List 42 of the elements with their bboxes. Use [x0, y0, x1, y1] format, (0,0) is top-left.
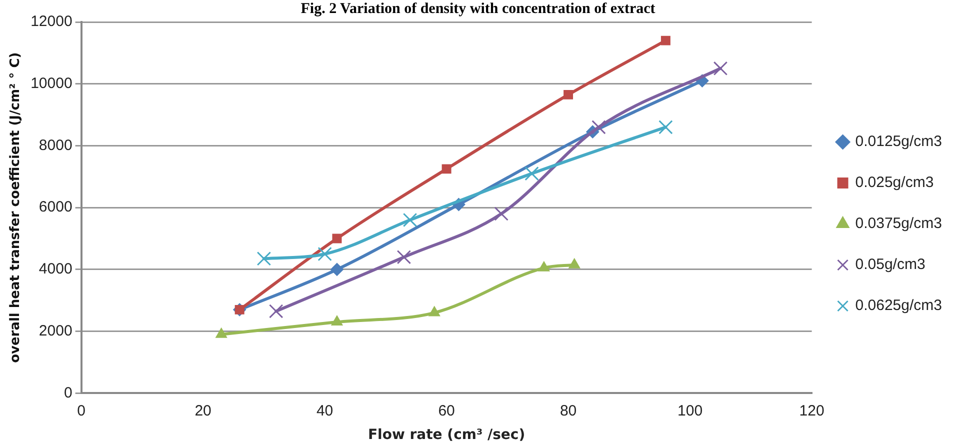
- legend-label: 0.05g/cm3: [855, 256, 926, 274]
- chart-title: Fig. 2 Variation of density with concentration of extract: [300, 0, 656, 17]
- point: [592, 120, 606, 134]
- x-tick-label: 40: [316, 402, 334, 420]
- point: [402, 212, 418, 228]
- y-tick-label: 10000: [30, 75, 72, 92]
- point: [494, 206, 508, 221]
- legend-label: 0.0125g/cm3: [855, 133, 942, 150]
- y-tick-label: 0: [64, 384, 72, 402]
- point: [524, 166, 539, 181]
- point: [428, 306, 440, 316]
- x-tick-label: 60: [438, 402, 455, 420]
- y-tick-label: 2000: [38, 322, 72, 340]
- x-tick-label: 20: [194, 402, 212, 420]
- point: [216, 328, 228, 338]
- point: [658, 120, 673, 134]
- point: [442, 164, 452, 174]
- point: [256, 252, 272, 266]
- x-axis-title: Flow rate (cm³ /sec): [368, 427, 526, 444]
- point: [396, 250, 412, 264]
- x-tick-label: 120: [799, 402, 824, 420]
- y-axis-title: overall heat transfer coefficient (J/cm² ° C): [8, 52, 24, 363]
- point: [318, 246, 332, 262]
- point: [332, 234, 342, 244]
- legend-label: 0.0375g/cm3: [855, 215, 942, 232]
- legend-label: 0.025g/cm3: [855, 174, 934, 192]
- legend-label: 0.0625g/cm3: [855, 297, 942, 314]
- point: [568, 258, 580, 268]
- point: [564, 90, 574, 100]
- y-tick-label: 4000: [38, 260, 72, 278]
- y-tick-label: 12000: [30, 13, 72, 30]
- point: [331, 316, 343, 326]
- x-tick-label: 100: [678, 402, 703, 420]
- point: [330, 262, 344, 276]
- point: [713, 61, 728, 76]
- point: [538, 261, 550, 272]
- point: [660, 36, 670, 46]
- x-tick-label: 80: [560, 402, 577, 420]
- y-tick-label: 6000: [38, 198, 72, 216]
- x-tick-label: 0: [77, 402, 86, 420]
- point: [268, 304, 284, 318]
- y-tick-label: 8000: [38, 136, 72, 154]
